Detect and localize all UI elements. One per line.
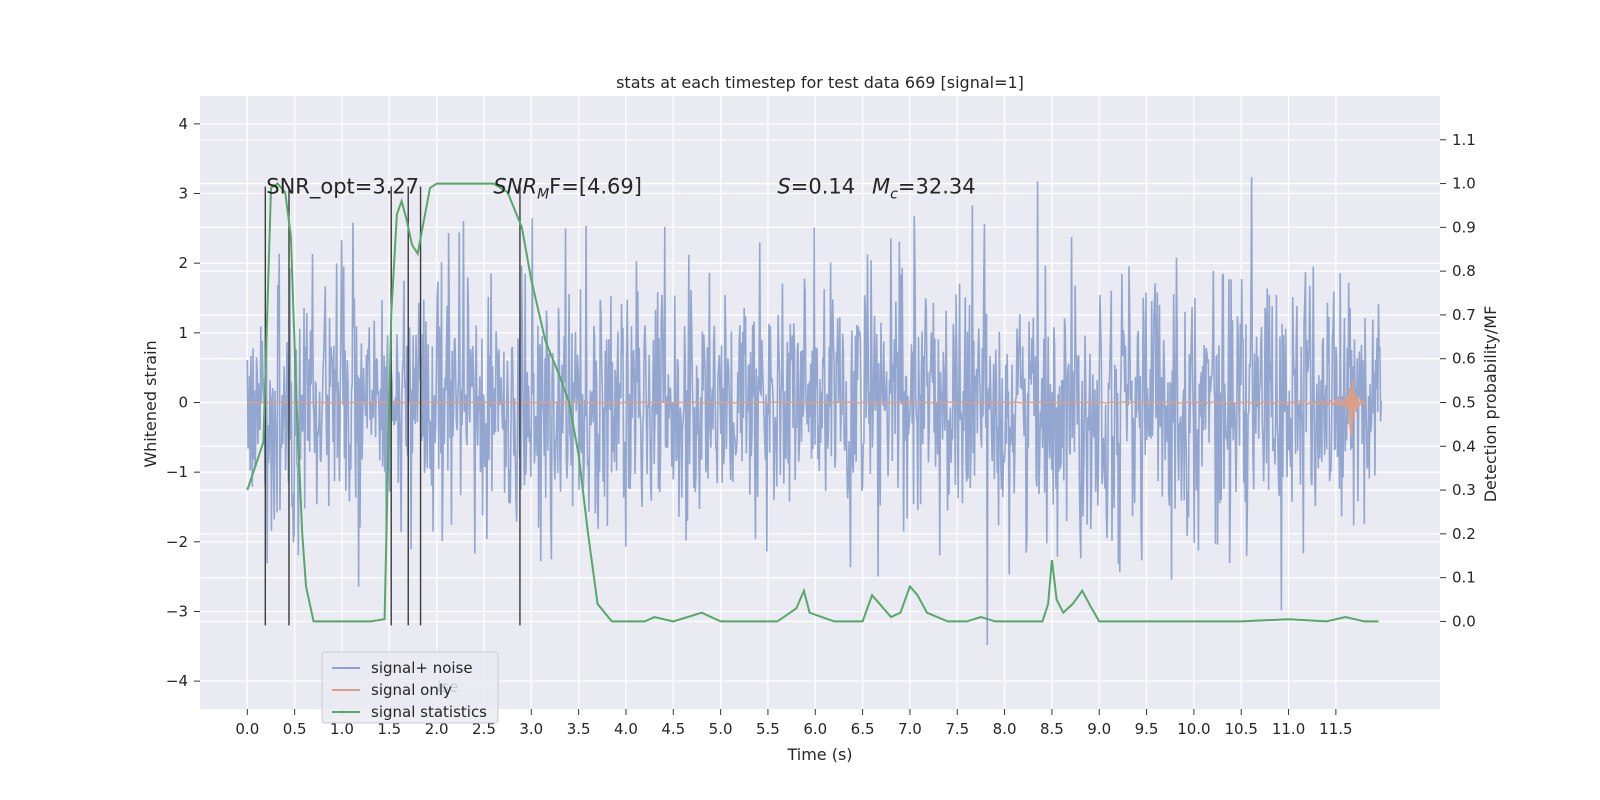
x-tick-label: 9.0	[1087, 720, 1111, 738]
x-tick-label: 11.5	[1319, 720, 1352, 738]
x-tick-label: 8.0	[993, 720, 1017, 738]
y-left-tick-label: 4	[178, 115, 188, 133]
x-tick-label: 4.0	[614, 720, 638, 738]
y-right-tick-label: 0.3	[1452, 481, 1476, 499]
legend-box	[321, 651, 499, 724]
x-tick-label: 8.5	[1040, 720, 1064, 738]
legend-overlap-text: ise	[437, 678, 458, 696]
x-tick-label: 6.0	[803, 720, 827, 738]
x-tick-label: 2.0	[425, 720, 449, 738]
x-tick-label: 6.5	[851, 720, 875, 738]
x-tick-label: 11.0	[1272, 720, 1305, 738]
x-tick-label: 10.5	[1225, 720, 1258, 738]
legend-label: signal+ noise	[371, 659, 473, 677]
y-right-tick-label: 0.0	[1452, 612, 1476, 630]
y-left-tick-label: 2	[178, 254, 188, 272]
annotation-mc: Mc=32.34	[872, 175, 976, 203]
x-tick-label: 5.0	[709, 720, 733, 738]
y-left-tick-label: 0	[178, 394, 188, 412]
x-tick-label: 2.5	[472, 720, 496, 738]
annotations: SNR_opt=3.27 SNRMF=[4.69] S=0.14 Mc=32.34	[266, 175, 975, 203]
x-tick-label: 7.5	[945, 720, 969, 738]
noise-line	[246, 177, 1383, 645]
x-tick-label: 7.0	[898, 720, 922, 738]
y-right-tick-label: 0.2	[1452, 525, 1476, 543]
x-tick-label: 5.5	[756, 720, 780, 738]
y-right-tick-label: 0.4	[1452, 437, 1476, 455]
y-right-tick-label: 0.9	[1452, 218, 1476, 236]
x-tick-label: 1.5	[377, 720, 401, 738]
chart-title: stats at each timestep for test data 669…	[616, 73, 1024, 92]
y-left-tick-label: 3	[178, 185, 188, 203]
y-right-tick-label: 0.7	[1452, 306, 1476, 324]
y-left-tick-label: −2	[166, 533, 188, 551]
y-left-tick-label: −1	[166, 463, 188, 481]
y-right-tick-label: 0.5	[1452, 394, 1476, 412]
annotation-s: S=0.14	[777, 175, 855, 199]
x-tick-label: 3.5	[567, 720, 591, 738]
x-tick-label: 0.5	[283, 720, 307, 738]
y-axis-label-left: Whitened strain	[141, 340, 160, 467]
x-axis-label: Time (s)	[786, 745, 852, 764]
annotation-snr-mf: SNRMF=[4.69]	[493, 175, 642, 203]
x-tick-label: 9.5	[1135, 720, 1159, 738]
legend-label: signal only	[371, 681, 452, 699]
series-signal-only	[247, 378, 1368, 437]
y-right-tick-label: 1.1	[1452, 131, 1476, 149]
y-right-tick-label: 0.6	[1452, 350, 1476, 368]
y-axis-label-right: Detection probability/MF	[1481, 306, 1500, 503]
signal-statistics-line	[246, 182, 1379, 623]
x-tick-label: 1.0	[330, 720, 354, 738]
y-left-tick-label: 1	[178, 324, 188, 342]
series-signal-statistics	[246, 182, 1379, 623]
series-signal-plus-noise	[246, 177, 1383, 645]
x-tick-label: 4.5	[661, 720, 685, 738]
signal-only-line	[247, 378, 1368, 437]
x-tick-label: 3.0	[519, 720, 543, 738]
legend-label: signal statistics	[371, 703, 487, 721]
y-left-tick-label: −3	[166, 602, 188, 620]
y-right-tick-label: 0.8	[1452, 262, 1476, 280]
annotation-snr-opt: SNR_opt=3.27	[266, 175, 419, 200]
x-tick-label: 10.0	[1177, 720, 1210, 738]
y-right-tick-label: 0.1	[1452, 569, 1476, 587]
x-tick-label: 0.0	[235, 720, 259, 738]
y-right-tick-label: 1.0	[1452, 175, 1476, 193]
axis-ticks: 0.0 0.5 1.0 1.5 2.0 2.5 3.0 3.5 4.0 4.5 5.0 5.5 6.0 6…	[166, 115, 1476, 738]
y-left-tick-label: −4	[166, 672, 188, 690]
